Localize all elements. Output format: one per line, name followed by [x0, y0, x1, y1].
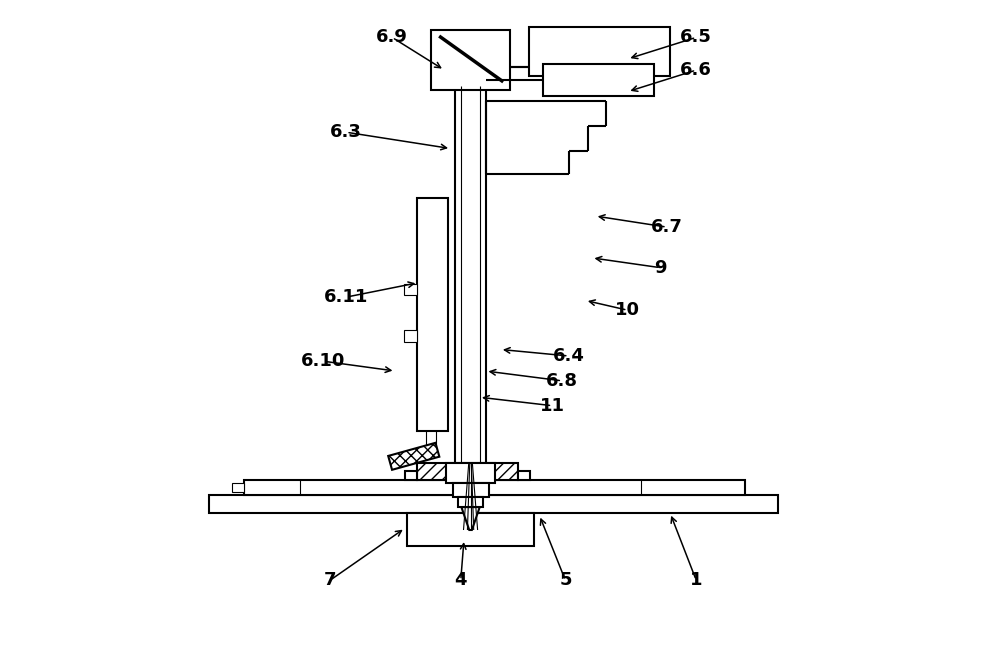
Bar	[529, 28, 670, 76]
Bar	[417, 198, 448, 430]
Text: 9: 9	[654, 259, 667, 277]
Bar	[404, 284, 417, 296]
Bar	[431, 30, 510, 90]
Text: 6.6: 6.6	[680, 61, 712, 79]
Bar	[407, 513, 534, 546]
Text: 4: 4	[454, 572, 467, 589]
Text: 6.4: 6.4	[553, 347, 585, 365]
Bar	[209, 495, 778, 513]
Text: 6.11: 6.11	[324, 288, 368, 306]
Bar	[543, 64, 654, 97]
Bar	[446, 463, 495, 483]
Text: 6.7: 6.7	[651, 218, 683, 236]
Bar	[404, 330, 417, 342]
Text: 6.3: 6.3	[330, 124, 362, 141]
Bar	[417, 463, 518, 480]
Text: 1: 1	[690, 572, 703, 589]
Bar	[244, 480, 745, 495]
Text: 6.10: 6.10	[301, 352, 346, 370]
Text: 6.5: 6.5	[680, 28, 712, 47]
Bar	[455, 87, 486, 463]
Text: 6.8: 6.8	[546, 372, 578, 390]
Polygon shape	[461, 507, 480, 530]
Bar	[232, 483, 244, 492]
Text: 10: 10	[615, 301, 640, 319]
Bar	[405, 471, 417, 480]
Bar	[458, 497, 483, 507]
Text: 11: 11	[540, 397, 565, 415]
Bar	[518, 471, 530, 480]
Text: 7: 7	[324, 572, 336, 589]
Text: 6.9: 6.9	[376, 28, 408, 47]
Text: 5: 5	[559, 572, 572, 589]
Polygon shape	[388, 443, 439, 470]
Bar	[453, 483, 489, 497]
